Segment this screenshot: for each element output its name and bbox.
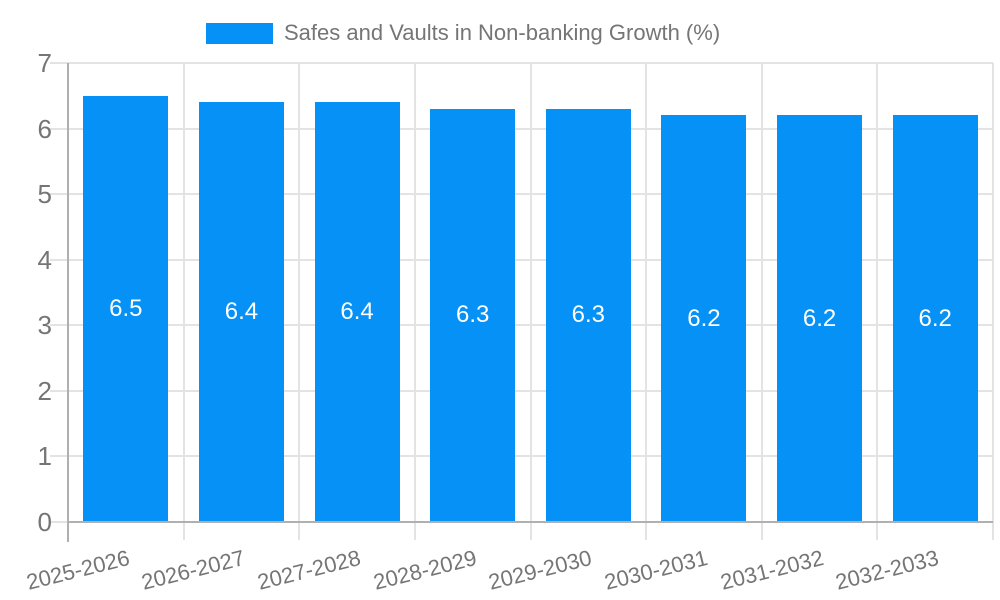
x-tick-label: 2032-2033 [833,545,942,595]
y-tick-label: 4 [37,244,52,275]
bar[interactable] [892,115,978,522]
x-gridline [529,63,532,522]
y-tick-label: 7 [37,48,52,78]
y-tick-label: 2 [37,375,52,406]
bar[interactable] [198,102,284,522]
x-gridline [992,63,994,522]
x-tick [760,522,763,540]
x-tick-label: 2030-2031 [601,545,710,595]
bar[interactable] [777,115,863,522]
x-gridline [182,63,185,522]
x-tick [298,522,301,540]
legend-label: Safes and Vaults in Non-banking Growth (… [284,20,721,45]
x-tick-label: 2028-2029 [370,545,479,595]
bar-value-label: 6.4 [340,298,374,326]
x-tick-label: 2026-2027 [139,545,248,595]
y-tick [50,62,68,64]
x-axis-line [68,521,993,523]
y-tick [50,455,68,458]
bar[interactable] [545,108,631,522]
x-tick [992,522,994,540]
x-tick [413,522,416,540]
bar[interactable] [430,108,516,522]
y-tick-label: 1 [37,441,52,472]
bar-value-label: 6.3 [456,301,490,329]
x-tick-label: 2025-2026 [23,545,132,595]
y-tick-label: 3 [37,310,52,341]
bar-value-label: 6.2 [918,304,952,332]
y-axis-line [67,63,69,542]
x-tick-label: 2029-2030 [486,545,595,595]
bar-value-label: 6.5 [109,294,143,322]
x-tick-label: 2031-2032 [717,545,826,595]
x-gridline [298,63,301,522]
x-tick [182,522,185,540]
y-tick [50,324,68,327]
y-tick [50,521,68,523]
bar[interactable] [661,115,747,522]
legend-swatch [206,22,273,44]
x-tick [529,522,532,540]
bar[interactable] [314,102,400,522]
bar-value-label: 6.2 [687,304,721,332]
x-tick-label: 2027-2028 [254,545,364,595]
y-tick [50,258,68,261]
x-gridline [760,63,763,522]
x-tick [876,522,879,540]
x-gridline [876,63,879,522]
x-gridline [413,63,416,522]
y-tick [50,389,68,392]
y-tick-label: 0 [37,507,52,537]
chart-legend: Safes and Vaults in Non-banking Growth (… [206,21,720,45]
y-tick [50,193,68,196]
bar-value-label: 6.3 [571,301,605,329]
y-tick-label: 6 [37,113,52,144]
bar-value-label: 6.4 [224,298,259,326]
x-gridline [645,63,648,522]
y-tick [50,127,68,130]
x-tick [645,522,648,540]
bar-value-label: 6.2 [802,304,837,332]
bar[interactable] [83,95,169,522]
y-tick-label: 5 [37,179,52,210]
